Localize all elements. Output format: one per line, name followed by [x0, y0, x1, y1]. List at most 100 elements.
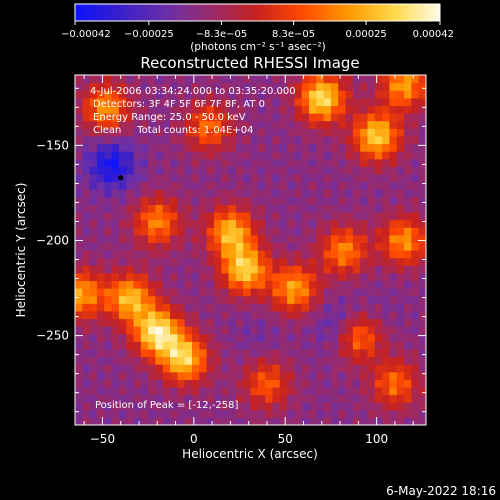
- heatmap-cell: [352, 379, 361, 388]
- heatmap-cell: [243, 227, 252, 236]
- heatmap-cell: [338, 189, 347, 198]
- heatmap-cell: [75, 272, 83, 282]
- heatmap-cell: [170, 204, 178, 213]
- heatmap-cell: [118, 211, 127, 221]
- heatmap-cell: [177, 394, 186, 403]
- heatmap-cell: [118, 250, 127, 259]
- heatmap-cell: [411, 173, 420, 183]
- heatmap-cell: [382, 97, 391, 107]
- heatmap-cell: [140, 348, 149, 358]
- heatmap-cell: [199, 227, 208, 236]
- heatmap-cell: [177, 97, 186, 107]
- heatmap-cell: [118, 189, 127, 198]
- heatmap-cell: [360, 158, 369, 167]
- heatmap-cell: [374, 242, 383, 251]
- heatmap-cell: [82, 143, 91, 152]
- heatmap-cell: [133, 303, 142, 312]
- heatmap-cell: [257, 97, 266, 107]
- heatmap-cell: [104, 82, 113, 91]
- heatmap-cell: [338, 356, 347, 365]
- heatmap-cell: [155, 234, 164, 243]
- heatmap-cell: [330, 196, 339, 205]
- heatmap-cell: [206, 280, 215, 289]
- heatmap-cell: [294, 417, 303, 425]
- heatmap-cell: [396, 227, 405, 236]
- heatmap-cell: [111, 135, 120, 145]
- heatmap-cell: [404, 82, 412, 91]
- heatmap-cell: [89, 250, 98, 259]
- heatmap-cell: [294, 326, 303, 335]
- heatmap-cell: [338, 348, 347, 358]
- heatmap-cell: [140, 143, 149, 152]
- heatmap-cell: [323, 204, 332, 213]
- heatmap-cell: [389, 394, 398, 403]
- heatmap-cell: [265, 265, 274, 274]
- heatmap-cell: [279, 364, 288, 373]
- heatmap-cell: [330, 288, 339, 297]
- heatmap-cell: [279, 75, 288, 84]
- heatmap-cell: [206, 288, 215, 297]
- heatmap-cell: [75, 82, 83, 91]
- heatmap-cell: [82, 128, 91, 137]
- heatmap-cell: [279, 181, 288, 190]
- heatmap-cell: [352, 409, 361, 418]
- heatmap-cell: [118, 90, 127, 99]
- heatmap-cell: [221, 181, 230, 190]
- heatmap-cell: [396, 310, 405, 320]
- heatmap-cell: [374, 128, 383, 137]
- heatmap-cell: [89, 333, 98, 342]
- heatmap-cell: [338, 158, 347, 167]
- heatmap-cell: [404, 105, 412, 114]
- heatmap-cell: [133, 242, 142, 251]
- heatmap-cell: [243, 371, 252, 380]
- heatmap-cell: [192, 257, 200, 266]
- heatmap-cell: [345, 189, 354, 198]
- heatmap-cell: [221, 364, 230, 373]
- heatmap-cell: [309, 151, 317, 160]
- heatmap-cell: [411, 113, 420, 122]
- heatmap-cell: [345, 158, 354, 167]
- heatmap-cell: [352, 364, 361, 373]
- heatmap-cell: [301, 97, 310, 107]
- heatmap-cell: [82, 303, 91, 312]
- heatmap-cell: [287, 326, 295, 335]
- heatmap-cell: [148, 333, 157, 342]
- heatmap-cell: [235, 105, 244, 114]
- heatmap-cell: [228, 280, 237, 289]
- heatmap-cell: [396, 173, 405, 183]
- heatmap-cell: [374, 151, 383, 160]
- heatmap-cell: [330, 272, 339, 282]
- heatmap-cell: [243, 128, 252, 137]
- heatmap-cell: [294, 310, 303, 320]
- heatmap-cell: [184, 310, 193, 320]
- heatmap-cell: [104, 204, 113, 213]
- heatmap-cell: [294, 409, 303, 418]
- heatmap-cell: [155, 135, 164, 145]
- heatmap-cell: [199, 166, 208, 175]
- heatmap-cell: [235, 242, 244, 251]
- heatmap-cell: [323, 128, 332, 137]
- heatmap-cell: [206, 113, 215, 122]
- heatmap-cell: [126, 211, 135, 221]
- heatmap-cell: [382, 386, 391, 396]
- heatmap-cell: [382, 75, 391, 84]
- heatmap-cell: [133, 394, 142, 403]
- heatmap-cell: [228, 371, 237, 380]
- heatmap-cell: [330, 189, 339, 198]
- heatmap-cell: [360, 204, 369, 213]
- heatmap-cell: [367, 272, 376, 282]
- heatmap-cell: [309, 90, 317, 99]
- heatmap-cell: [206, 105, 215, 114]
- heatmap-cell: [250, 303, 259, 312]
- heatmap-cell: [374, 310, 383, 320]
- heatmap-cell: [352, 288, 361, 297]
- heatmap-cell: [221, 272, 230, 282]
- heatmap-cell: [345, 219, 354, 228]
- heatmap-cell: [294, 272, 303, 282]
- heatmap-cell: [301, 371, 310, 380]
- heatmap-cell: [243, 280, 252, 289]
- heatmap-cell: [418, 189, 426, 198]
- heatmap-cell: [199, 371, 208, 380]
- heatmap-cell: [148, 402, 157, 411]
- heatmap-cell: [155, 310, 164, 320]
